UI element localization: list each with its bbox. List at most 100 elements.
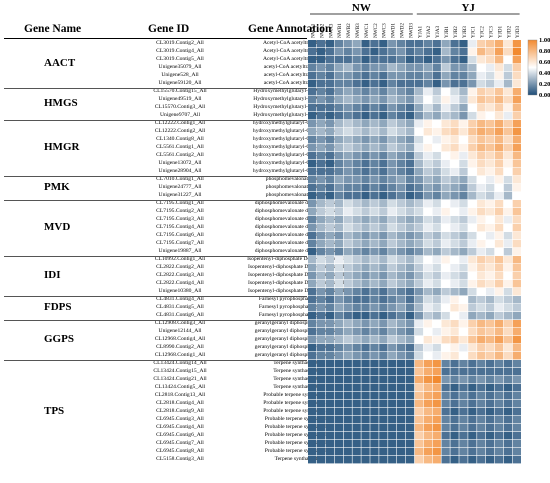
heatmap-cell [405, 408, 415, 416]
heatmap-cell [388, 248, 397, 256]
heatmap-cell [477, 448, 486, 456]
heatmap-cell [432, 104, 441, 112]
gene-id-label: Unigene28904_All [158, 167, 202, 174]
heatmap-cell [486, 168, 495, 176]
heatmap-cell [468, 456, 477, 464]
heatmap-cell [361, 144, 370, 152]
heatmap-cell [361, 288, 370, 296]
gene-id-label: CL2818.Contig13_All [154, 391, 206, 398]
heatmap-cell [441, 376, 450, 384]
heatmap-cell [388, 400, 397, 408]
heatmap-cell [308, 56, 317, 64]
heatmap-cell [379, 256, 388, 264]
heatmap-cell [486, 448, 495, 456]
heatmap-cell [352, 120, 361, 128]
heatmap-cell [379, 72, 388, 80]
heatmap-cell [334, 416, 343, 424]
heatmap-cell [308, 176, 317, 184]
heatmap-cell [423, 304, 432, 312]
heatmap-cell [441, 264, 450, 272]
heatmap-cell [503, 312, 513, 320]
heatmap-cell [388, 264, 397, 272]
heatmap-cell [459, 272, 468, 280]
heatmap-cell [450, 128, 459, 136]
heatmap-cell [477, 296, 486, 304]
heatmap-cell [441, 184, 450, 192]
heatmap-cell [512, 424, 521, 432]
column-label: NWC1 [364, 23, 370, 38]
heatmap-cell [325, 176, 335, 184]
heatmap-cell [414, 176, 424, 184]
heatmap-cell [397, 432, 406, 440]
heatmap-cell [397, 376, 406, 384]
heatmap-cell [503, 352, 513, 360]
heatmap-cell [441, 304, 450, 312]
heatmap-cell [512, 280, 521, 288]
heatmap-cell [361, 336, 370, 344]
gene-id-label: CL7195.Contig4_All [156, 223, 204, 230]
heatmap-cell [468, 240, 477, 248]
gene-id-label: CL6945.Contig3_All [156, 415, 204, 422]
heatmap-cell [361, 160, 370, 168]
heatmap-cell [379, 352, 388, 360]
heatmap-cell [308, 272, 317, 280]
heatmap-cell [423, 384, 432, 392]
heatmap-cell [468, 112, 477, 120]
group-separator [4, 255, 307, 257]
heatmap-cell [468, 232, 477, 240]
heatmap-cell [316, 120, 326, 128]
heatmap-cell [397, 400, 406, 408]
heatmap-cell [334, 280, 343, 288]
heatmap-cell [441, 120, 450, 128]
heatmap-cell [503, 56, 513, 64]
heatmap-cell [477, 256, 486, 264]
heatmap-cell [503, 280, 513, 288]
heatmap-cell [352, 256, 361, 264]
heatmap-cell [512, 144, 521, 152]
heatmap-cell [370, 168, 379, 176]
heatmap-cell [459, 240, 468, 248]
heatmap-cell [477, 456, 486, 464]
heatmap-cell [423, 56, 432, 64]
heatmap-cell [388, 424, 397, 432]
heatmap-cell [379, 144, 388, 152]
heatmap-cell [405, 48, 415, 56]
heatmap-cell [316, 368, 326, 376]
heatmap-cell [468, 264, 477, 272]
heatmap-cell [503, 232, 513, 240]
heatmap-cell [494, 96, 504, 104]
heatmap-cell [432, 368, 441, 376]
heatmap-cell [343, 80, 352, 88]
heatmap-cell [370, 336, 379, 344]
heatmap-cell [388, 48, 397, 56]
heatmap-cell [414, 280, 424, 288]
heatmap-cell [414, 184, 424, 192]
heatmap-cell [512, 416, 521, 424]
gene-annotation-label: Isopentenyl-diphosphate Delta-isomerase … [248, 263, 344, 270]
heatmap-cell [503, 400, 513, 408]
heatmap-cell [370, 296, 379, 304]
heatmap-cell [423, 312, 432, 320]
gene-annotation-label: hydroxymethylglutaryl-CoA reductase [252, 135, 340, 142]
heatmap-cell [325, 392, 335, 400]
heatmap-cell [486, 40, 495, 48]
heatmap-cell [352, 176, 361, 184]
heatmap-cell [432, 120, 441, 128]
heatmap-cell [308, 88, 317, 96]
gene-annotation-label: hydroxymethylglutaryl-CoA reductase [252, 167, 340, 174]
heatmap-cell [468, 200, 477, 208]
heatmap-cell [405, 440, 415, 448]
heatmap-cell [450, 176, 459, 184]
heatmap-cell [388, 80, 397, 88]
gene-annotation-label: Terpene synthase 10 [273, 367, 319, 374]
heatmap-cell [512, 440, 521, 448]
heatmap-cell [370, 88, 379, 96]
heatmap-cell [388, 128, 397, 136]
heatmap-cell [379, 56, 388, 64]
heatmap-cell [325, 376, 335, 384]
heatmap-cell [450, 400, 459, 408]
heatmap-cell [361, 448, 370, 456]
heatmap-cell [423, 416, 432, 424]
heatmap-cell [361, 424, 370, 432]
heatmap-cell [316, 392, 326, 400]
